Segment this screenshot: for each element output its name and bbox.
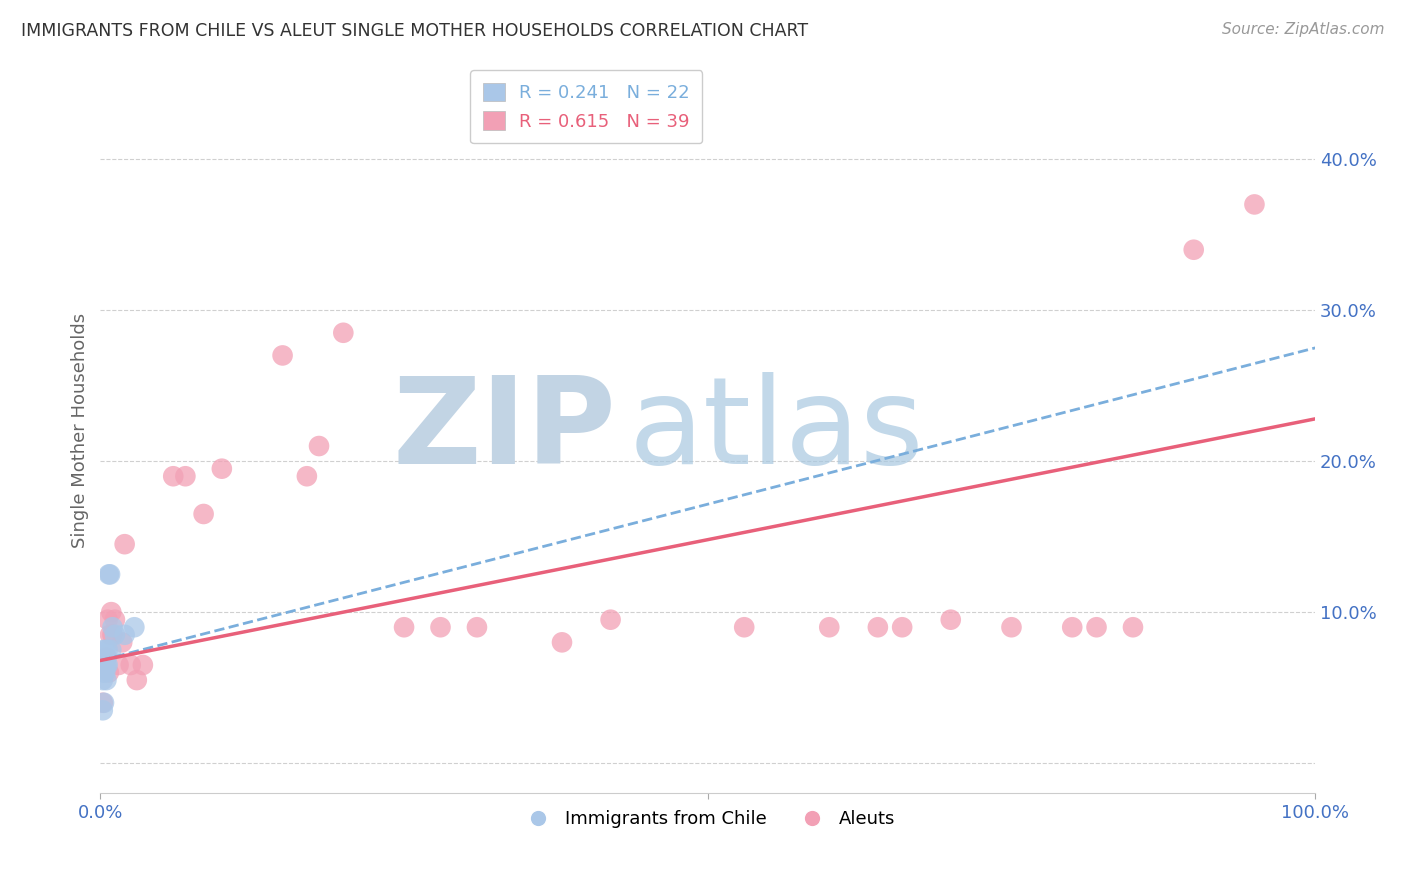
Point <box>96 673 118 687</box>
Point <box>97 658 120 673</box>
Point <box>94 643 117 657</box>
Point <box>90 658 112 673</box>
Point <box>91 696 114 710</box>
Point <box>1122 620 1144 634</box>
Point <box>98 628 121 642</box>
Point <box>111 635 134 649</box>
Point <box>125 673 148 687</box>
Point <box>551 635 574 649</box>
Point <box>193 507 215 521</box>
Point <box>97 665 120 680</box>
Point <box>97 613 120 627</box>
Point <box>91 703 114 717</box>
Point <box>332 326 354 340</box>
Point <box>1085 620 1108 634</box>
Point <box>96 650 118 665</box>
Point <box>271 348 294 362</box>
Y-axis label: Single Mother Households: Single Mother Households <box>72 313 89 549</box>
Text: Source: ZipAtlas.com: Source: ZipAtlas.com <box>1222 22 1385 37</box>
Point <box>93 658 115 673</box>
Text: ZIP: ZIP <box>392 373 617 490</box>
Point <box>104 628 127 642</box>
Point <box>939 613 962 627</box>
Point <box>93 643 115 657</box>
Point <box>93 658 115 673</box>
Point <box>114 537 136 551</box>
Point <box>94 658 117 673</box>
Point <box>97 643 120 657</box>
Point <box>101 620 124 634</box>
Point <box>132 658 155 673</box>
Point <box>96 650 118 665</box>
Point <box>93 696 115 710</box>
Point <box>162 469 184 483</box>
Point <box>107 658 129 673</box>
Point <box>98 567 121 582</box>
Point <box>1182 243 1205 257</box>
Point <box>1243 197 1265 211</box>
Point <box>866 620 889 634</box>
Legend: Immigrants from Chile, Aleuts: Immigrants from Chile, Aleuts <box>513 803 903 835</box>
Point <box>1062 620 1084 634</box>
Text: IMMIGRANTS FROM CHILE VS ALEUT SINGLE MOTHER HOUSEHOLDS CORRELATION CHART: IMMIGRANTS FROM CHILE VS ALEUT SINGLE MO… <box>21 22 808 40</box>
Point <box>174 469 197 483</box>
Point <box>818 620 841 634</box>
Point <box>599 613 621 627</box>
Point <box>101 628 124 642</box>
Point <box>96 658 118 673</box>
Text: atlas: atlas <box>628 373 924 490</box>
Point <box>100 643 122 657</box>
Point <box>94 665 117 680</box>
Point <box>308 439 330 453</box>
Point <box>1000 620 1022 634</box>
Point <box>295 469 318 483</box>
Point <box>429 620 451 634</box>
Point <box>93 665 115 680</box>
Point <box>465 620 488 634</box>
Point <box>120 658 142 673</box>
Point <box>97 567 120 582</box>
Point <box>124 620 146 634</box>
Point <box>392 620 415 634</box>
Point <box>211 461 233 475</box>
Point <box>100 605 122 619</box>
Point <box>104 613 127 627</box>
Point <box>114 628 136 642</box>
Point <box>891 620 914 634</box>
Point <box>91 673 114 687</box>
Point <box>733 620 755 634</box>
